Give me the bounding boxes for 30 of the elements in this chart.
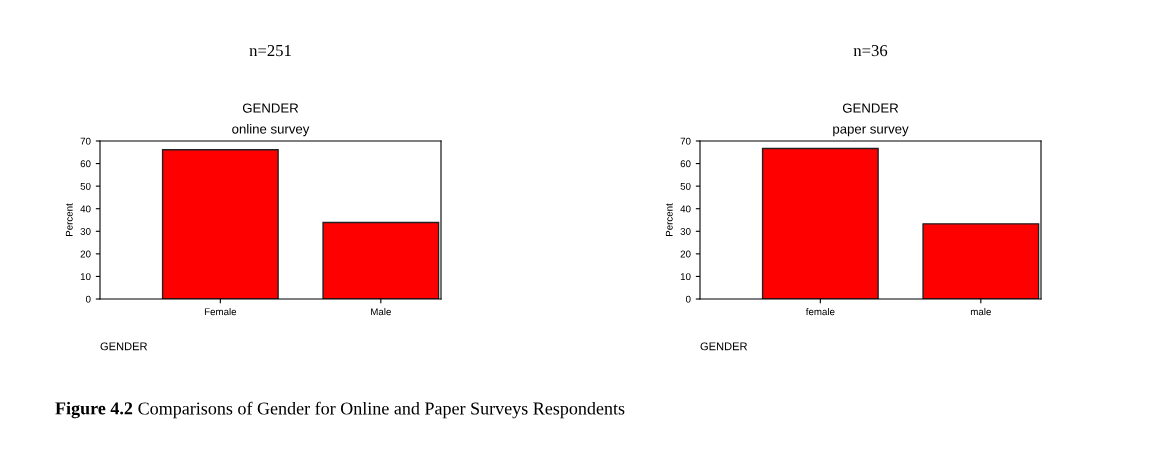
chart-subtitle: GENDER paper survey (833, 103, 909, 137)
chart-title: n=251 (249, 44, 291, 57)
y-tick-label: 10 (80, 273, 91, 281)
y-tick-label: 0 (85, 295, 91, 303)
caption: Figure 4.2 (55, 401, 133, 419)
text: Comparisons of Gender for Online and Paper Surveys Respondents (138, 401, 625, 419)
y-tick-label: 30 (680, 228, 691, 235)
x-tick-label: Male (371, 308, 391, 316)
y-tick-label: 70 (680, 137, 691, 145)
y-tick-label: 70 (80, 137, 91, 145)
x-axis-title: GENDER (700, 342, 748, 351)
y-tick-label: 10 (680, 273, 691, 281)
y-tick-label: 40 (80, 205, 91, 213)
y-tick-label: 60 (680, 160, 691, 168)
y-axis-title: Percent (665, 203, 673, 236)
x-axis-title: GENDER (100, 342, 148, 351)
y-tick-label: 50 (680, 182, 691, 190)
y-tick-label: 20 (680, 250, 691, 258)
x-tick-label: Female (204, 308, 237, 316)
chart-subtitle: GENDER online survey (232, 103, 310, 137)
y-tick-label: 20 (80, 250, 91, 258)
y-axis-title: Percent (65, 203, 73, 236)
y-tick-label: 50 (80, 182, 91, 190)
y-tick-label: 30 (80, 228, 91, 235)
y-tick-label: 60 (80, 160, 91, 168)
x-tick-label: male (970, 308, 991, 316)
x-tick-label: female (805, 308, 835, 316)
y-tick-label: 0 (685, 295, 691, 303)
y-tick-label: 40 (680, 205, 691, 213)
chart-title: n=36 (853, 44, 888, 57)
